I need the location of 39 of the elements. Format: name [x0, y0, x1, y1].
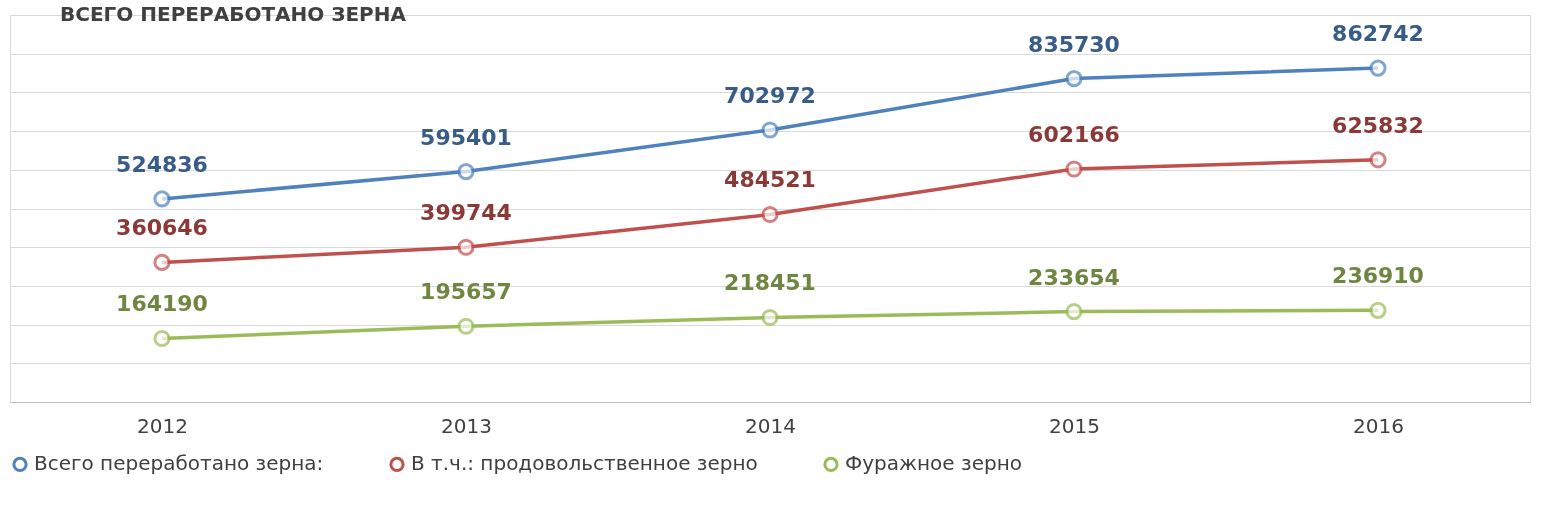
- data-label: 233654: [1028, 264, 1120, 290]
- data-label: 164190: [116, 291, 208, 317]
- x-tick-label: 2013: [441, 413, 492, 438]
- data-label: 625832: [1332, 112, 1424, 138]
- point: [761, 205, 779, 224]
- legend-label: Всего переработано зерна:: [34, 451, 324, 476]
- data-label: 399744: [420, 200, 512, 226]
- point: [1369, 301, 1387, 319]
- data-label: 218451: [724, 270, 816, 296]
- data-label: 195657: [420, 279, 512, 305]
- x-tick-label: 2015: [1049, 413, 1100, 438]
- point: [761, 121, 779, 139]
- x-tick-label: 2016: [1353, 413, 1404, 438]
- data-label: 236910: [1332, 263, 1424, 289]
- legend-label: Фуражное зерно: [845, 451, 1022, 476]
- data-label: 702972: [724, 82, 816, 108]
- data-label: 360646: [116, 215, 208, 241]
- x-tick-label: 2014: [745, 413, 796, 438]
- point: [1065, 303, 1083, 321]
- point: [1065, 70, 1083, 88]
- data-label: 595401: [420, 124, 512, 150]
- legend-label: В т.ч.: продовольственное зерно: [411, 451, 758, 476]
- x-tick-label: 2012: [137, 413, 188, 438]
- point: [1369, 59, 1387, 77]
- point: [153, 329, 171, 348]
- point: [457, 238, 475, 256]
- point: [1065, 160, 1083, 178]
- point: [761, 308, 779, 327]
- point: [153, 190, 171, 208]
- data-label: 835730: [1028, 31, 1120, 57]
- data-label: 524836: [116, 151, 208, 177]
- data-label: 484521: [724, 167, 816, 193]
- point: [1369, 151, 1387, 169]
- point: [457, 163, 475, 181]
- point: [153, 253, 171, 271]
- data-label: 602166: [1028, 121, 1120, 147]
- point: [457, 317, 475, 335]
- chart-title: ВСЕГО ПЕРЕРАБОТАНО ЗЕРНА: [60, 2, 407, 26]
- data-label: 862742: [1332, 21, 1424, 47]
